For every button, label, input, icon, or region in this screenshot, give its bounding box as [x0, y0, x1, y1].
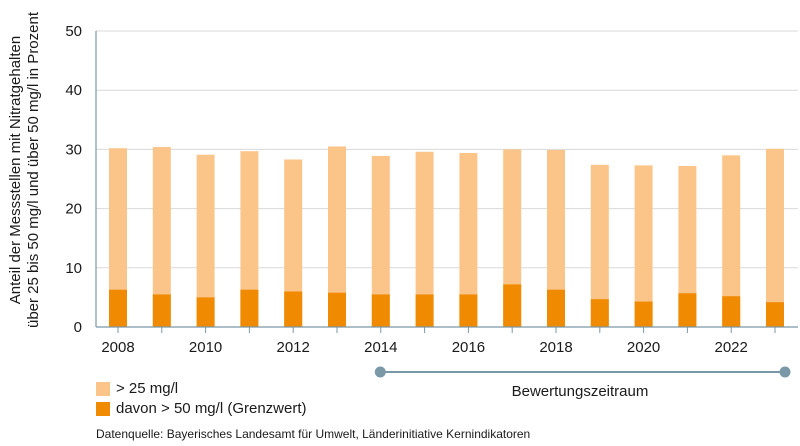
- bar-over-25-2021: [678, 165, 697, 327]
- bar-over-25-2019: [590, 164, 609, 327]
- bar-over-50-2008: [109, 289, 127, 327]
- x-tick-label: 2022: [715, 339, 748, 356]
- bar-over-25-2012: [284, 159, 303, 327]
- bar-over-50-2012: [284, 291, 303, 327]
- legend-swatch-over-25: [96, 381, 110, 396]
- y-axis-label: Anteil der Messstellen mit Nitratgehalte…: [7, 11, 42, 328]
- bar-over-25-2015: [415, 151, 434, 327]
- bar-over-25-2022: [722, 155, 741, 327]
- bar-over-50-2019: [590, 299, 609, 327]
- bar-over-25-2013: [328, 146, 346, 327]
- legend-label-over-50: davon > 50 mg/l (Grenzwert): [116, 400, 307, 417]
- x-tick-label: 2016: [452, 339, 485, 356]
- y-axis-label-line1: Anteil der Messstellen mit Nitratgehalte…: [7, 36, 24, 304]
- bar-over-25-2018: [547, 149, 565, 327]
- bar-over-50-2009: [152, 294, 171, 327]
- bar-over-25-2009: [152, 147, 171, 327]
- bar-over-25-2014: [371, 155, 390, 327]
- bar-over-50-2011: [240, 289, 259, 327]
- legend-swatch-over-50: [96, 401, 110, 416]
- bar-over-50-2023: [766, 302, 784, 327]
- legend-item-over-50: davon > 50 mg/l (Grenzwert): [96, 400, 307, 417]
- bar-over-50-2020: [634, 301, 653, 327]
- series-over-25: [109, 146, 784, 327]
- y-tick-label: 20: [65, 201, 82, 218]
- bar-over-25-2008: [109, 148, 127, 327]
- y-axis-label-line2: über 25 bis 50 mg/l und über 50 mg/l in …: [25, 11, 42, 328]
- bar-over-50-2016: [459, 294, 478, 327]
- series-over-50: [109, 284, 784, 327]
- legend-item-over-25: > 25 mg/l: [96, 380, 178, 397]
- y-tick-label: 50: [65, 23, 82, 40]
- x-tick-label: 2010: [189, 339, 222, 356]
- bar-over-25-2020: [634, 165, 653, 327]
- y-tick-label: 40: [65, 82, 82, 99]
- bar-over-50-2015: [415, 294, 434, 327]
- bar-over-50-2013: [328, 292, 346, 327]
- bar-over-50-2010: [196, 297, 215, 327]
- bar-over-50-2022: [722, 296, 741, 327]
- axes: [95, 31, 798, 333]
- y-tick-label: 10: [65, 260, 82, 277]
- bar-over-50-2014: [371, 294, 390, 327]
- y-tick-labels: 0 10 20 30 40 50: [65, 23, 82, 336]
- legend-label-over-25: > 25 mg/l: [116, 380, 179, 397]
- x-tick-label: 2014: [364, 339, 397, 356]
- x-tick-label: 2008: [101, 339, 134, 356]
- period-end-marker: [779, 366, 791, 378]
- bar-over-50-2017: [503, 284, 522, 327]
- x-tick-label: 2018: [539, 339, 572, 356]
- period-label: Bewertungszeitraum: [512, 383, 649, 400]
- x-tick-label: 2020: [627, 339, 660, 356]
- bar-over-50-2021: [678, 293, 697, 327]
- data-source: Datenquelle: Bayerisches Landesamt für U…: [96, 427, 531, 441]
- bar-over-25-2011: [240, 151, 259, 327]
- bar-over-25-2016: [459, 152, 478, 327]
- bar-over-25-2023: [766, 148, 784, 327]
- y-tick-label: 30: [65, 141, 82, 158]
- x-tick-label: 2012: [277, 339, 310, 356]
- period-start-marker: [374, 366, 386, 378]
- x-tick-labels: 2008 2010 2012 2014 2016 2018 2020 2022: [101, 339, 748, 356]
- bar-over-50-2018: [547, 289, 565, 327]
- bar-over-25-2010: [196, 154, 215, 327]
- y-tick-label: 0: [74, 319, 82, 336]
- evaluation-period-annotation: Bewertungszeitraum: [374, 366, 791, 400]
- bar-over-25-2017: [503, 149, 522, 327]
